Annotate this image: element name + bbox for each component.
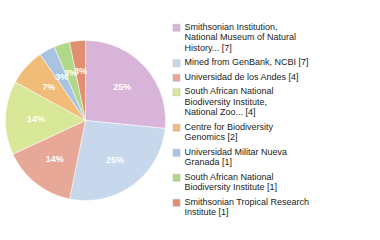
svg-text:3%: 3%	[74, 66, 87, 76]
svg-text:Mined from GenBank, NCBI [7]: Mined from GenBank, NCBI [7]	[185, 57, 309, 67]
svg-text:25%: 25%	[113, 82, 131, 92]
svg-text:Smithsonian Institution,Nation: Smithsonian Institution,National Museum …	[185, 22, 297, 53]
svg-text:Centre for BiodiversityGenomic: Centre for BiodiversityGenomics [2]	[185, 122, 274, 143]
svg-text:3%: 3%	[64, 68, 78, 78]
svg-text:3%: 3%	[55, 71, 69, 82]
svg-text:South African NationalBiodiver: South African NationalBiodiversity Insti…	[185, 86, 274, 117]
svg-text:7%: 7%	[42, 82, 55, 92]
svg-text:Smithsonian Tropical ResearchI: Smithsonian Tropical ResearchInstitute […	[185, 197, 310, 218]
svg-text:25%: 25%	[106, 155, 124, 165]
svg-text:14%: 14%	[27, 114, 45, 124]
svg-text:South African NationalBiodiver: South African NationalBiodiversity Insti…	[185, 172, 278, 193]
svg-text:14%: 14%	[46, 154, 64, 164]
svg-text:Universidad de los Andes [4]: Universidad de los Andes [4]	[185, 72, 299, 82]
svg-text:Universidad Militar NuevaGrana: Universidad Militar NuevaGranada [1]	[185, 147, 288, 168]
